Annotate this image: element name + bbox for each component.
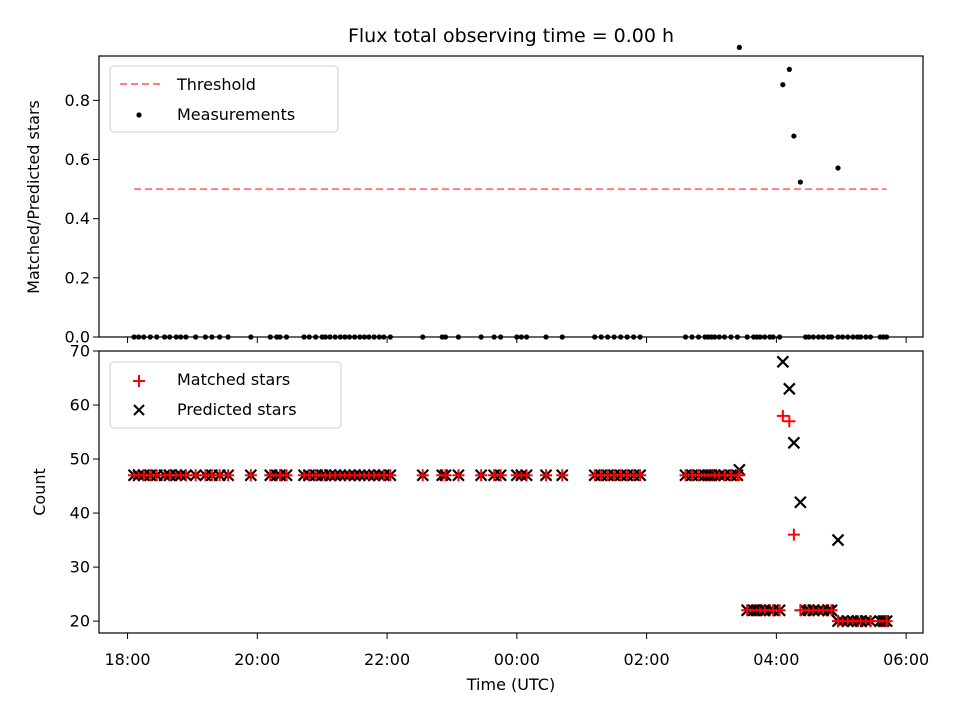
ratio-panel-frame <box>98 55 924 338</box>
time-x-tick-label: 22:00 <box>364 650 410 669</box>
matched-legend-swatch <box>133 375 145 387</box>
ratio-y-axis-label: Matched/Predicted stars <box>24 100 43 294</box>
measurement-point <box>797 179 803 185</box>
ratio-legend-box <box>109 65 339 133</box>
matched-star-marker <box>783 415 796 428</box>
time-x-tick-label: 00:00 <box>494 650 540 669</box>
predicted-star-marker <box>831 533 845 547</box>
measurement-point <box>786 66 792 72</box>
measurements-legend-swatch <box>136 112 142 118</box>
matched-star-marker <box>520 469 533 482</box>
time-x-tick-label: 06:00 <box>883 650 929 669</box>
predicted-legend-swatch <box>133 404 145 416</box>
matched-star-marker <box>634 469 647 482</box>
matched-star-marker <box>733 469 746 482</box>
ratio-legend: Threshold Measurements <box>109 65 339 133</box>
count-panel: 20 30 40 50 60 70 18:00 20:00 22:00 00:00 02:00 04… <box>30 342 929 695</box>
threshold-legend-label: Threshold <box>176 75 256 94</box>
predicted-star-marker <box>794 495 807 509</box>
matched-star-marker <box>825 604 838 617</box>
ratio-y-tick-label: 0.6 <box>65 150 90 169</box>
time-x-axis: 18:00 20:00 22:00 00:00 02:00 04:00 06:00 <box>104 633 929 669</box>
ratio-y-tick-label: 0.4 <box>65 209 90 228</box>
matched-star-marker <box>880 615 893 628</box>
matched-star-marker <box>773 604 786 617</box>
matched-star-marker <box>384 469 397 482</box>
matched-star-marker <box>452 469 465 482</box>
matched-star-marker <box>540 469 553 482</box>
x-axis-label: Time (UTC) <box>466 675 555 694</box>
count-y-tick-label: 70 <box>70 342 90 361</box>
measurement-point <box>835 165 841 171</box>
count-points <box>127 355 893 628</box>
count-legend: Matched stars Predicted stars <box>109 361 342 429</box>
predicted-star-marker <box>783 382 796 396</box>
measurement-point <box>736 44 742 50</box>
matched-star-marker <box>832 615 845 628</box>
predicted-star-marker <box>776 355 790 369</box>
matched-legend-label: Matched stars <box>177 370 290 389</box>
count-legend-box <box>109 361 342 429</box>
time-x-tick-label: 18:00 <box>104 650 150 669</box>
count-y-tick-label: 30 <box>70 558 90 577</box>
time-x-tick-label: 20:00 <box>234 650 280 669</box>
matched-star-marker <box>776 409 789 422</box>
count-y-axis-label: Count <box>30 468 49 516</box>
measurement-point <box>791 133 797 139</box>
ratio-y-tick-label: 0.2 <box>65 268 90 287</box>
measurement-point <box>780 82 786 88</box>
matched-star-marker <box>416 469 429 482</box>
ratio-y-tick-label: 0.0 <box>65 328 90 347</box>
time-x-tick-label: 02:00 <box>624 650 670 669</box>
count-y-axis: 20 30 40 50 60 70 <box>70 342 99 631</box>
count-y-tick-label: 50 <box>70 450 90 469</box>
count-panel-frame <box>98 350 924 634</box>
matched-star-marker <box>475 469 488 482</box>
count-y-tick-label: 60 <box>70 396 90 415</box>
matched-star-marker <box>787 528 800 541</box>
count-y-tick-label: 40 <box>70 504 90 523</box>
predicted-legend-label: Predicted stars <box>177 400 297 419</box>
predicted-star-marker <box>787 436 801 450</box>
matched-star-marker <box>244 469 257 482</box>
time-x-tick-label: 04:00 <box>753 650 799 669</box>
ratio-y-axis: 0.0 0.2 0.4 0.6 0.8 <box>65 91 99 347</box>
chart-title: Flux total observing time = 0.00 h <box>348 25 674 47</box>
matched-star-marker <box>556 469 569 482</box>
ratio-x-ticks <box>127 337 907 343</box>
count-y-tick-label: 20 <box>70 612 90 631</box>
matched-star-marker <box>280 469 293 482</box>
matched-star-marker <box>494 469 507 482</box>
matched-star-marker <box>794 604 807 617</box>
ratio-y-tick-label: 0.8 <box>65 91 90 110</box>
ratio-panel: 0.00.20.40.60.8 Matched/Predicted stars … <box>24 44 924 347</box>
matched-star-marker <box>439 469 452 482</box>
matched-star-marker <box>222 469 235 482</box>
measurements-legend-label: Measurements <box>177 105 295 124</box>
